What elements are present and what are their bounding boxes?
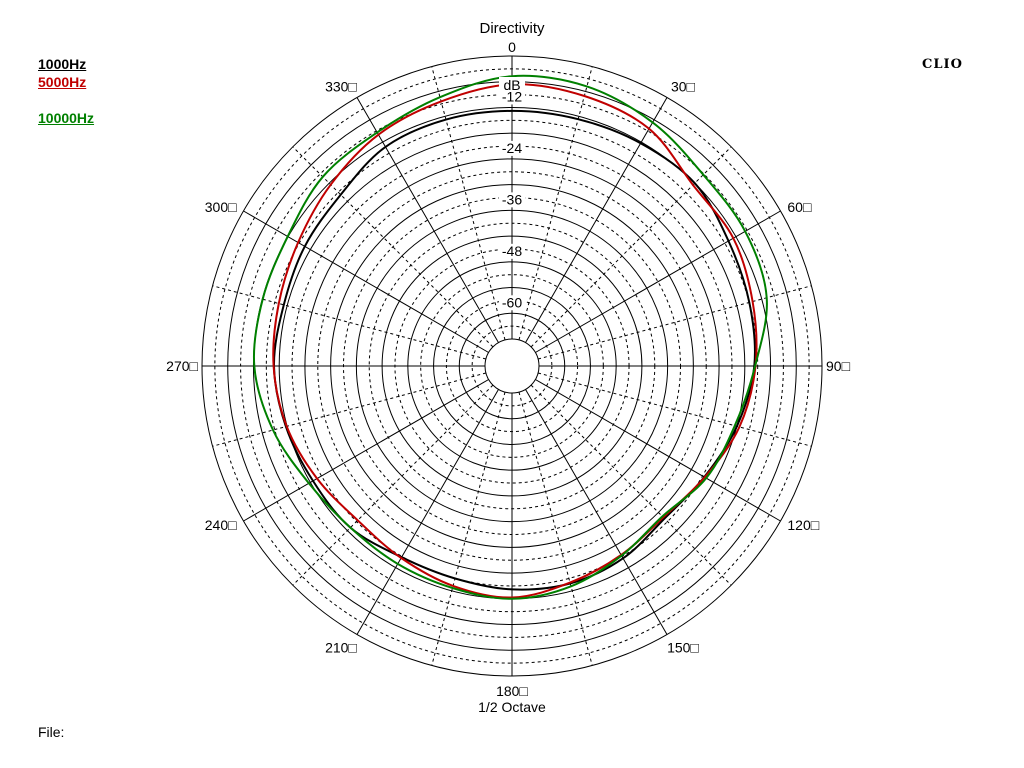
series-line-5000hz (272, 83, 758, 599)
unit-label-bg (499, 77, 525, 92)
radial-tick-bg (499, 192, 525, 208)
angle-tick-label: 30□ (671, 79, 696, 95)
angle-tick-label: 60□ (787, 199, 812, 215)
grid-spoke-minor (537, 372, 812, 447)
series-line-10000hz (252, 74, 768, 600)
angle-tick-label: 180□ (496, 683, 528, 699)
radial-tick-bg (499, 295, 525, 311)
radial-tick-bg (499, 89, 525, 105)
radial-tick-bg (499, 243, 525, 259)
angle-tick-label: 330□ (325, 79, 357, 95)
radial-tick-label: -36 (502, 191, 522, 207)
grid-spoke-minor (518, 391, 593, 666)
grid-spoke-minor (431, 391, 506, 666)
brand-label: CLIO (922, 57, 963, 72)
angle-tick-label: 120□ (787, 517, 819, 533)
series-curves (252, 74, 768, 600)
chart-title: Directivity (479, 20, 545, 37)
radial-tick-label: -12 (502, 88, 522, 104)
grid-spoke-major (243, 379, 489, 522)
radial-tick-label: -48 (502, 243, 522, 259)
grid-spoke-major (356, 389, 499, 635)
grid-spoke-minor (292, 146, 494, 348)
legend-item-5000hz: 5000Hz (38, 74, 87, 90)
angle-tick-label: 270□ (166, 358, 198, 374)
series-line-1000hz (272, 109, 756, 591)
grid-spoke-minor (530, 146, 732, 348)
bottom-label: 1/2 Octave (478, 699, 546, 715)
legend-item-10000hz: 10000Hz (38, 110, 95, 126)
angle-tick-label: 300□ (205, 199, 237, 215)
grid-spoke-major (525, 97, 668, 343)
grid-spoke-major (243, 210, 489, 353)
file-label: File: (38, 724, 65, 740)
radial-tick-label: -24 (502, 140, 522, 156)
legend-item-1000hz: 1000Hz (38, 56, 87, 72)
radial-tick-bg (499, 140, 525, 156)
angle-tick-label: 210□ (325, 639, 357, 655)
grid-spoke-minor (212, 285, 487, 360)
grid-spoke-minor (292, 384, 494, 586)
angle-tick-label: 0 (508, 39, 516, 55)
unit-label: dB (503, 77, 520, 93)
angle-tick-label: 240□ (205, 517, 237, 533)
grid-spoke-minor (530, 384, 732, 586)
grid-spoke-major (535, 210, 781, 353)
grid-inner-circle (484, 338, 540, 394)
grid-spoke-minor (212, 372, 487, 447)
grid-spoke-major (535, 379, 781, 522)
grid-spoke-major (525, 389, 668, 635)
axis-labels: -12 -24 -36 -48 -60 dB 0 30□ 60□ 90□ 120□ 150□ 180□ 2… (166, 20, 850, 715)
angle-tick-label: 90□ (826, 358, 851, 374)
grid-spoke-minor (431, 66, 506, 341)
radial-tick-label: -60 (502, 294, 522, 310)
grid-spoke-major (356, 97, 499, 343)
grid-spoke-minor (518, 66, 593, 341)
angle-tick-label: 150□ (667, 639, 699, 655)
